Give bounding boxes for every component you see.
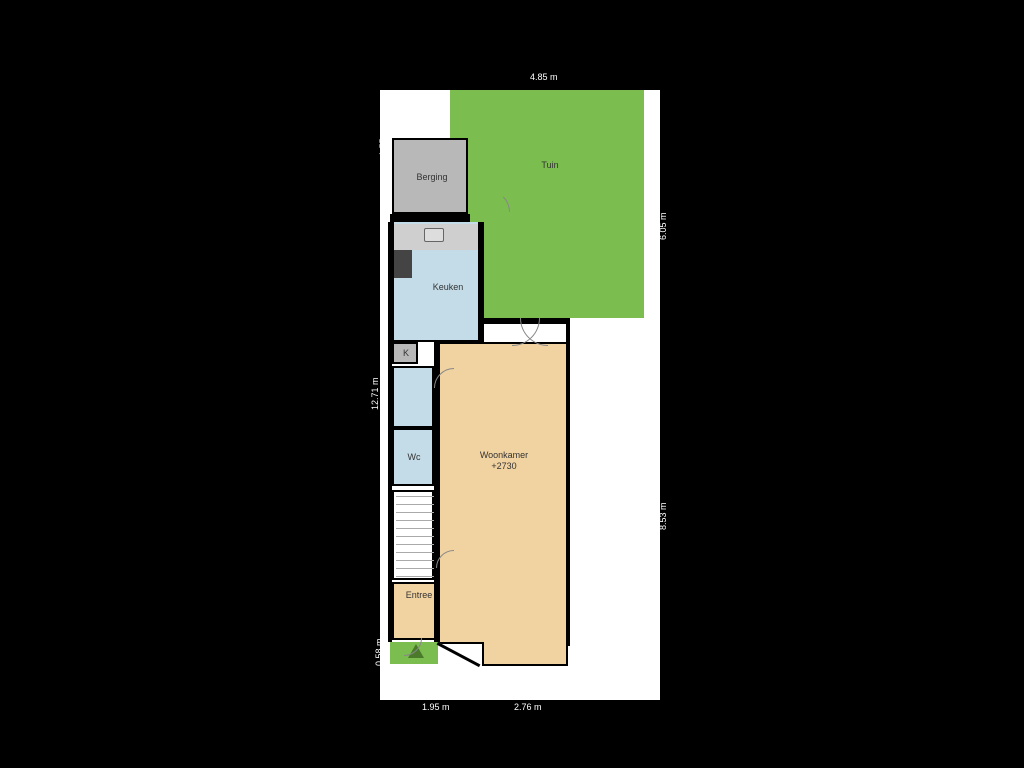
label-tuin: Tuin bbox=[530, 160, 570, 171]
stair-tread bbox=[396, 552, 434, 553]
stair-tread bbox=[396, 544, 434, 545]
label-wc: Wc bbox=[404, 452, 424, 463]
stair-tread bbox=[396, 568, 434, 569]
label-berging: Berging bbox=[410, 172, 454, 183]
label-entree: Entree bbox=[402, 590, 436, 601]
dim-left-1: 1.55 m bbox=[378, 128, 388, 156]
stair-tread bbox=[396, 504, 434, 505]
stair-tread bbox=[396, 520, 434, 521]
dim-bottom-1: 1.95 m bbox=[422, 702, 450, 712]
room-hall bbox=[392, 366, 434, 428]
dim-left-3: 0.58 m bbox=[374, 638, 384, 666]
floor-plan-canvas: Tuin Berging Keuken K Wc Woonkamer +2730… bbox=[380, 90, 660, 700]
dim-bottom-2: 2.76 m bbox=[514, 702, 542, 712]
living-bay bbox=[482, 642, 568, 666]
dim-left-2: 12.71 m bbox=[370, 377, 380, 410]
stair-tread bbox=[396, 528, 434, 529]
room-woonkamer bbox=[438, 342, 568, 644]
kitchen-sink bbox=[424, 228, 444, 242]
wall-1 bbox=[390, 214, 470, 222]
stair-tread bbox=[396, 560, 434, 561]
room-stairs bbox=[392, 490, 434, 580]
wall-5 bbox=[566, 318, 570, 646]
label-keuken: Keuken bbox=[428, 282, 468, 293]
dim-right-1: 6.05 m bbox=[658, 212, 668, 240]
stair-tread bbox=[396, 512, 434, 513]
wall-3 bbox=[478, 222, 484, 342]
label-woonkamer: Woonkamer +2730 bbox=[474, 450, 534, 472]
stair-tread bbox=[396, 496, 434, 497]
dim-right-2: 8.53 m bbox=[658, 502, 668, 530]
stair-tread bbox=[396, 576, 434, 577]
stair-tread bbox=[396, 536, 434, 537]
label-k: K bbox=[400, 348, 412, 359]
dim-top: 4.85 m bbox=[530, 72, 558, 82]
kitchen-stove bbox=[394, 250, 412, 278]
